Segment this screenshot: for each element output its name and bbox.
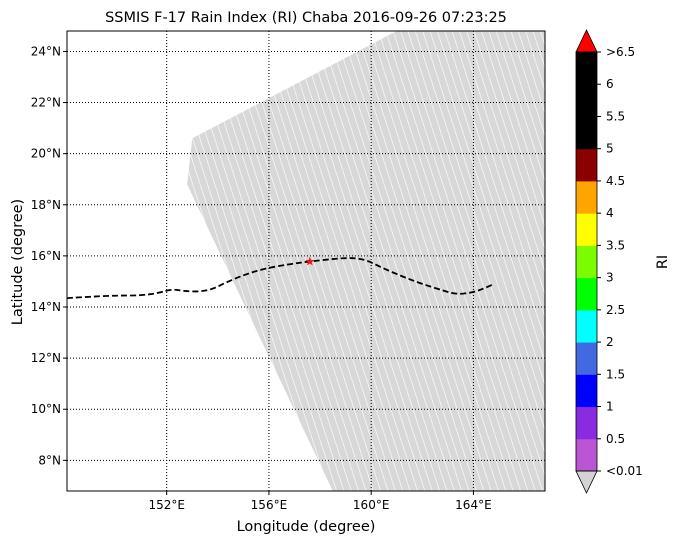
colorbar-segment — [576, 309, 597, 343]
colorbar-segment — [576, 213, 597, 246]
y-axis-label: Latitude (degree) — [10, 199, 26, 325]
x-axis-ticks: 152°E 156°E 160°E 164°E — [148, 491, 492, 512]
colorbar-tick-label: 4.5 — [606, 174, 625, 188]
colorbar-tick-label: >6.5 — [606, 45, 635, 59]
colorbar-segment — [576, 245, 597, 279]
storm-center-marker — [305, 256, 315, 266]
x-tick-label: 164°E — [455, 498, 492, 512]
colorbar-segment — [576, 52, 597, 85]
chart-title: SSMIS F-17 Rain Index (RI) Chaba 2016-09… — [105, 10, 507, 26]
y-tick-label: 10°N — [31, 402, 61, 416]
colorbar-tick-label: 4 — [606, 206, 614, 220]
colorbar-tick-label: 1 — [606, 400, 614, 414]
colorbar-segment — [576, 342, 597, 375]
y-tick-label: 22°N — [31, 96, 61, 110]
y-tick-label: 14°N — [31, 300, 61, 314]
y-tick-label: 8°N — [38, 453, 61, 467]
colorbar-segment — [576, 116, 597, 150]
satellite-swath — [187, 31, 545, 491]
y-tick-label: 18°N — [31, 198, 61, 212]
colorbar-over-triangle — [575, 29, 598, 53]
colorbar-tick-label: <0.01 — [606, 464, 643, 478]
y-tick-label: 12°N — [31, 351, 61, 365]
colorbar-label: RI — [655, 255, 671, 269]
storm-track — [67, 257, 495, 299]
x-tick-label: 152°E — [148, 498, 185, 512]
colorbar-frame — [575, 51, 598, 472]
colorbar-segment — [576, 277, 597, 311]
x-tick-label: 160°E — [353, 498, 390, 512]
y-axis-ticks: 8°N 10°N 12°N 14°N 16°N 18°N 20°N 22°N 24°N — [31, 44, 67, 467]
colorbar-tick-label: 5.5 — [606, 109, 625, 123]
colorbar-tick-label: 3 — [606, 271, 614, 285]
colorbar-segment — [576, 180, 597, 214]
colorbar-tick-label: 0.5 — [606, 432, 625, 446]
colorbar-tick-label: 5 — [606, 142, 614, 156]
colorbar-tick-label: 2.5 — [606, 303, 625, 317]
y-tick-label: 20°N — [31, 147, 61, 161]
y-tick-label: 16°N — [31, 249, 61, 263]
plot-frame — [66, 30, 546, 492]
y-tick-label: 24°N — [31, 44, 61, 58]
colorbar-under-triangle — [575, 470, 598, 494]
colorbar-tick-label: 1.5 — [606, 367, 625, 381]
colorbar-tick-label: 6 — [606, 77, 614, 91]
colorbar: <0.01 0.5 1 1.5 2 2.5 3 3.5 4 4.5 5 5.5 6 >6.5 — [575, 29, 643, 494]
x-axis-label: Longitude (degree) — [237, 519, 376, 535]
colorbar-segment — [576, 84, 597, 117]
plot-area — [67, 31, 545, 491]
colorbar-tick-label: 2 — [606, 335, 614, 349]
colorbar-segment — [576, 406, 597, 440]
colorbar-segment — [576, 438, 597, 472]
x-tick-label: 156°E — [251, 498, 288, 512]
colorbar-tick-label: 3.5 — [606, 238, 625, 252]
colorbar-segment — [576, 374, 597, 408]
colorbar-segment — [576, 148, 597, 182]
